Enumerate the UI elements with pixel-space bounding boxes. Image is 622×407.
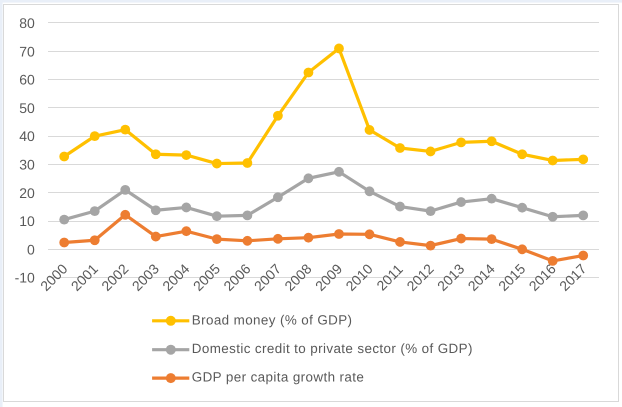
svg-text:60: 60 bbox=[19, 72, 35, 88]
svg-text:Domestic credit to private sec: Domestic credit to private sector (% of … bbox=[192, 341, 473, 356]
svg-text:GDP per capita growth rate: GDP per capita growth rate bbox=[192, 370, 364, 385]
svg-text:0: 0 bbox=[27, 241, 35, 257]
svg-text:Broad money (% of GDP): Broad money (% of GDP) bbox=[192, 312, 353, 327]
svg-text:10: 10 bbox=[19, 213, 35, 229]
svg-text:40: 40 bbox=[19, 128, 35, 144]
svg-text:50: 50 bbox=[19, 100, 35, 116]
svg-text:80: 80 bbox=[19, 15, 35, 31]
svg-text:-10: -10 bbox=[15, 270, 35, 286]
svg-text:30: 30 bbox=[19, 157, 35, 173]
svg-text:70: 70 bbox=[19, 43, 35, 59]
svg-text:20: 20 bbox=[19, 185, 35, 201]
